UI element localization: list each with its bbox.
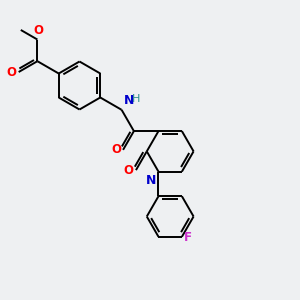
Text: N: N (146, 174, 156, 187)
Text: O: O (7, 65, 17, 79)
Text: F: F (184, 231, 192, 244)
Text: N: N (123, 94, 134, 106)
Text: O: O (111, 143, 121, 156)
Text: O: O (124, 164, 134, 177)
Text: H: H (132, 94, 140, 104)
Text: O: O (33, 25, 43, 38)
